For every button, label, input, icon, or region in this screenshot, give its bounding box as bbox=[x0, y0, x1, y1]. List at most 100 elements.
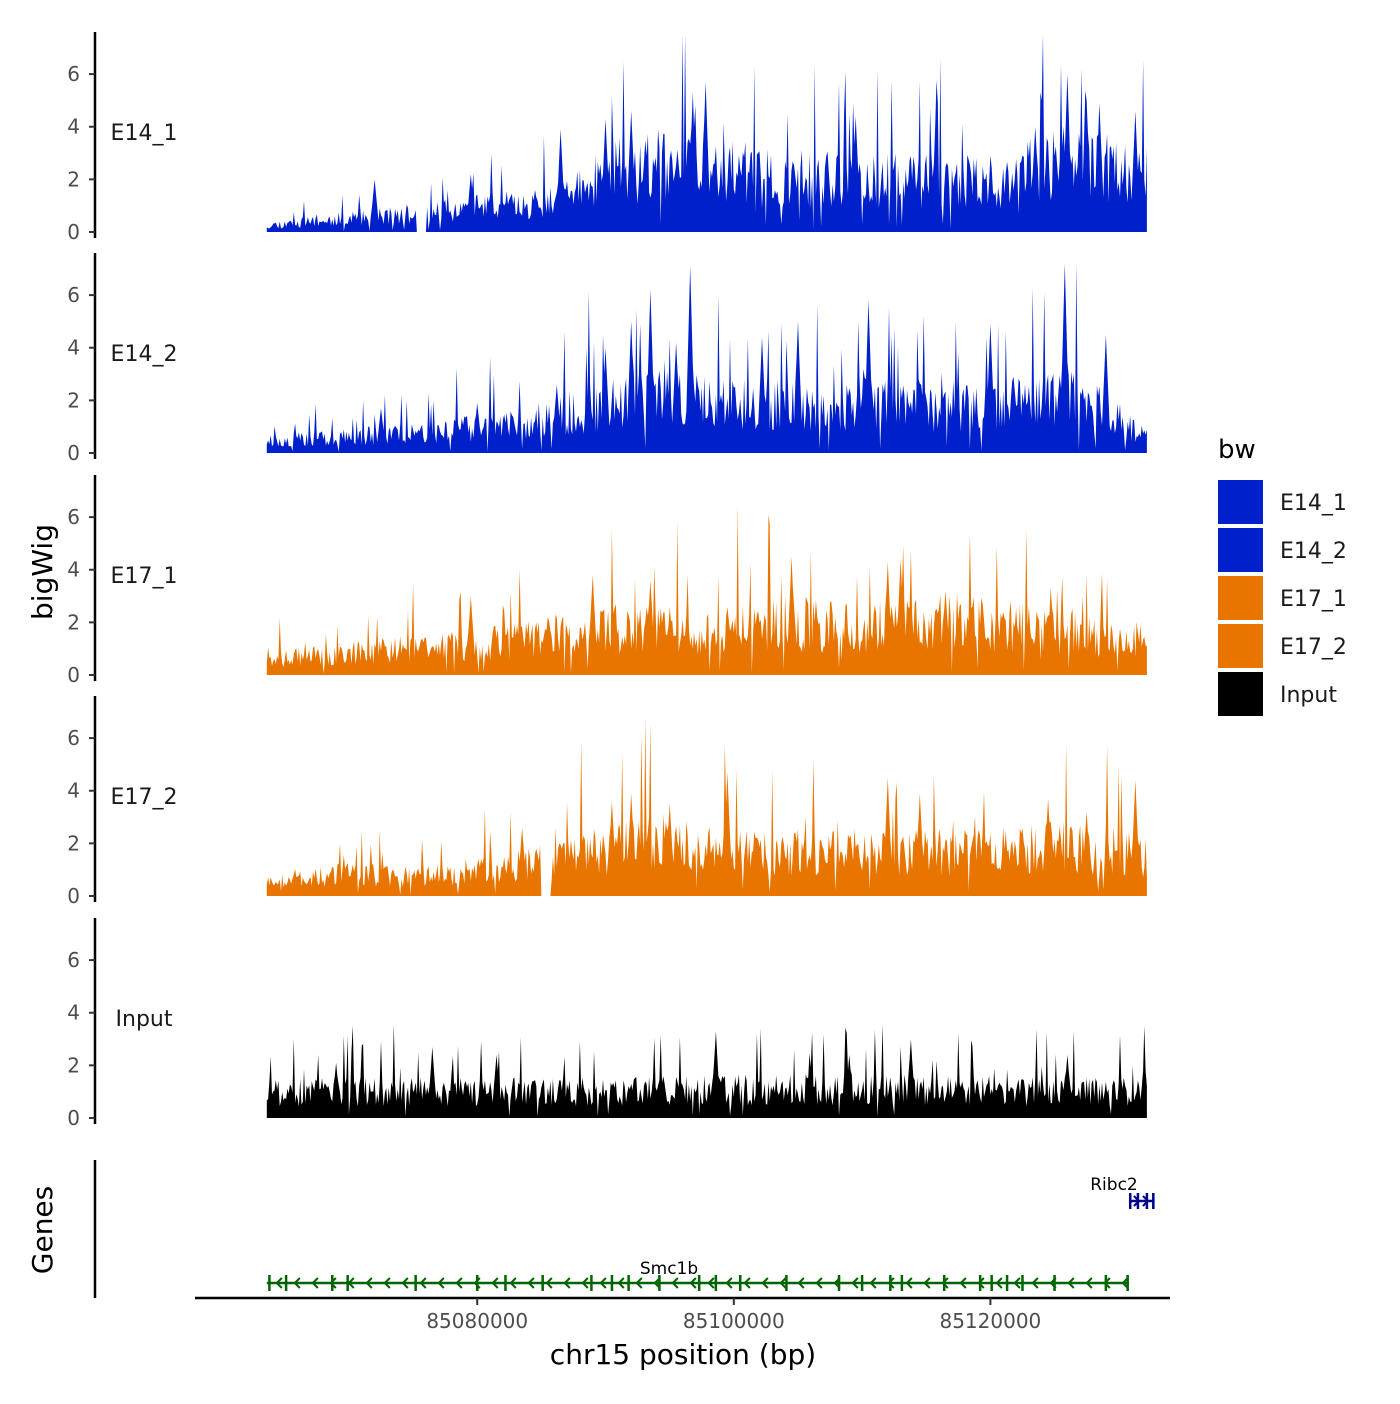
strand-arrow-icon bbox=[275, 1277, 283, 1289]
legend-item-E14_2: E14_2 bbox=[1218, 528, 1347, 572]
legend-item-E14_1: E14_1 bbox=[1218, 480, 1347, 524]
legend-item-E17_1: E17_1 bbox=[1218, 576, 1347, 620]
gene-Smc1b: Smc1b bbox=[266, 1259, 1129, 1291]
strand-arrow-icon bbox=[419, 1277, 427, 1289]
legend-title: bw bbox=[1218, 435, 1256, 465]
strand-arrow-icon bbox=[293, 1277, 301, 1289]
strand-arrow-icon bbox=[743, 1277, 751, 1289]
y-axis-title-bigwig: bigWig bbox=[26, 524, 59, 620]
strand-arrow-icon bbox=[959, 1277, 967, 1289]
strand-arrow-icon bbox=[995, 1277, 1003, 1289]
coverage-tracks: 0 2 4 6 E14_1 0 2 4 6 E14_2 0 2 4 6 E17_1 0 2 4 6 E17_2 0 2 4 6… bbox=[67, 32, 1147, 1130]
strand-arrow-icon bbox=[1031, 1277, 1039, 1289]
legend-label: E14_2 bbox=[1280, 539, 1347, 564]
track-label: E17_2 bbox=[111, 785, 178, 810]
x-tick-label: 85080000 bbox=[426, 1309, 528, 1333]
y-axis-title-genes: Genes bbox=[26, 1186, 59, 1274]
strand-arrow-icon bbox=[671, 1277, 679, 1289]
strand-arrow-icon bbox=[689, 1277, 697, 1289]
y-tick-label: 2 bbox=[67, 1053, 80, 1077]
strand-arrow-icon bbox=[815, 1277, 823, 1289]
y-tick-label: 0 bbox=[67, 884, 80, 908]
x-tick-label: 85100000 bbox=[683, 1309, 785, 1333]
y-tick-label: 0 bbox=[67, 663, 80, 687]
strand-arrow-icon bbox=[1121, 1277, 1129, 1289]
y-tick-label: 6 bbox=[67, 62, 80, 86]
strand-arrow-icon bbox=[545, 1277, 553, 1289]
gene-track: Smc1b Ribc2 bbox=[93, 1160, 1155, 1298]
strand-arrow-icon bbox=[329, 1277, 337, 1289]
strand-arrow-icon bbox=[491, 1277, 499, 1289]
track-label: E17_1 bbox=[111, 564, 178, 589]
strand-arrow-icon bbox=[1085, 1277, 1093, 1289]
strand-arrow-icon bbox=[851, 1277, 859, 1289]
coverage-area-E14_2 bbox=[266, 262, 1147, 453]
strand-arrow-icon bbox=[707, 1277, 715, 1289]
coverage-area-E17_1 bbox=[266, 505, 1147, 675]
legend-swatch bbox=[1218, 672, 1263, 716]
strand-arrow-icon bbox=[869, 1277, 877, 1289]
strand-arrow-icon bbox=[401, 1277, 409, 1289]
track-label: Input bbox=[116, 1007, 173, 1032]
y-tick-label: 0 bbox=[67, 1106, 80, 1130]
y-tick-label: 6 bbox=[67, 505, 80, 529]
x-tick-label: 85120000 bbox=[939, 1309, 1041, 1333]
strand-arrow-icon bbox=[365, 1277, 373, 1289]
coverage-area-Input bbox=[266, 1024, 1147, 1118]
strand-arrow-icon bbox=[887, 1277, 895, 1289]
y-tick-label: 0 bbox=[67, 220, 80, 244]
legend-item-Input: Input bbox=[1218, 672, 1337, 716]
track-E17_2: 0 2 4 6 E17_2 bbox=[67, 696, 1147, 908]
legend-label: Input bbox=[1280, 683, 1337, 708]
strand-arrow-icon bbox=[455, 1277, 463, 1289]
track-E14_1: 0 2 4 6 E14_1 bbox=[67, 32, 1147, 244]
legend-swatch bbox=[1218, 624, 1263, 668]
coverage-area-E17_2 bbox=[266, 718, 1147, 896]
strand-arrow-icon bbox=[1013, 1277, 1021, 1289]
track-E14_2: 0 2 4 6 E14_2 bbox=[67, 253, 1147, 465]
legend-label: E14_1 bbox=[1280, 491, 1347, 516]
y-tick-label: 6 bbox=[67, 726, 80, 750]
strand-arrow-icon bbox=[797, 1277, 805, 1289]
track-label: E14_1 bbox=[111, 121, 178, 146]
gene-label: Smc1b bbox=[640, 1259, 698, 1279]
legend-swatch bbox=[1218, 480, 1263, 524]
y-tick-label: 4 bbox=[67, 336, 80, 360]
strand-arrow-icon bbox=[635, 1277, 643, 1289]
track-E17_1: 0 2 4 6 E17_1 bbox=[67, 475, 1147, 687]
strand-arrow-icon bbox=[923, 1277, 931, 1289]
y-tick-label: 2 bbox=[67, 610, 80, 634]
strand-arrow-icon bbox=[905, 1277, 913, 1289]
strand-arrow-icon bbox=[617, 1277, 625, 1289]
x-axis: 85080000 85100000 85120000 bbox=[195, 1296, 1170, 1333]
strand-arrow-icon bbox=[1067, 1277, 1075, 1289]
y-tick-label: 4 bbox=[67, 558, 80, 582]
legend-label: E17_2 bbox=[1280, 635, 1347, 660]
y-tick-label: 2 bbox=[67, 167, 80, 191]
strand-arrow-icon bbox=[977, 1277, 985, 1289]
strand-arrow-icon bbox=[581, 1277, 589, 1289]
strand-arrow-icon bbox=[941, 1277, 949, 1289]
track-label: E14_2 bbox=[111, 342, 178, 367]
y-tick-label: 2 bbox=[67, 831, 80, 855]
strand-arrow-icon bbox=[437, 1277, 445, 1289]
legend-swatch bbox=[1218, 528, 1263, 572]
coverage-area-E14_1 bbox=[266, 34, 1147, 232]
y-tick-label: 6 bbox=[67, 283, 80, 307]
strand-arrow-icon bbox=[311, 1277, 319, 1289]
strand-arrow-icon bbox=[779, 1277, 787, 1289]
legend-swatch bbox=[1218, 576, 1263, 620]
y-tick-label: 4 bbox=[67, 779, 80, 803]
strand-arrow-icon bbox=[527, 1277, 535, 1289]
y-tick-label: 2 bbox=[67, 388, 80, 412]
legend: bw E14_1 E14_2 E17_1 E17_2 Input bbox=[1218, 435, 1347, 716]
legend-label: E17_1 bbox=[1280, 587, 1347, 612]
strand-arrow-icon bbox=[383, 1277, 391, 1289]
strand-arrow-icon bbox=[725, 1277, 733, 1289]
x-axis-title: chr15 position (bp) bbox=[550, 1338, 816, 1371]
strand-arrow-icon bbox=[563, 1277, 571, 1289]
legend-item-E17_2: E17_2 bbox=[1218, 624, 1347, 668]
y-tick-label: 4 bbox=[67, 115, 80, 139]
